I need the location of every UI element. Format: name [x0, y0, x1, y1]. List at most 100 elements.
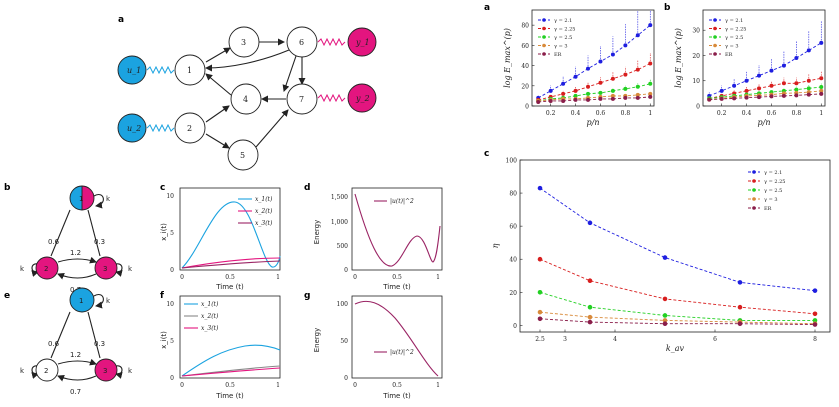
node-e-3-label: 3 — [103, 367, 107, 375]
right_c-xtick-label: 6 — [713, 336, 717, 343]
right_a-xtick-label: 0.2 — [546, 110, 556, 117]
input-node-u1 — [117, 55, 147, 85]
right_a-data-point — [573, 93, 578, 98]
plot-d-ytick-1500: 1,500 — [331, 194, 348, 201]
plot-g-ytick-50: 50 — [340, 338, 348, 345]
plot-c-xtick-0: 0 — [180, 274, 184, 281]
plot-f-ytick-5: 5 — [170, 338, 174, 345]
right_a-data-point — [623, 86, 628, 91]
right_c-data-point — [537, 316, 543, 322]
self-loop-b-3-k: k — [128, 265, 133, 273]
right_b-xtick-label: 1 — [819, 110, 823, 117]
node-7-label: 7 — [299, 95, 304, 104]
right_b-series-line — [709, 90, 822, 101]
right_a-ytick-label: 60 — [521, 43, 529, 50]
plot-c-frame — [179, 187, 281, 271]
right_b-data-point — [781, 93, 786, 98]
plot-c-ylabel: x_i(t) — [160, 223, 168, 241]
right_a-data-point — [598, 90, 603, 95]
right_c-ytick-label: 100 — [506, 158, 518, 165]
right_c-data-point — [587, 278, 593, 284]
edge-b-2-3 — [57, 256, 97, 264]
input-link-u2 — [146, 123, 175, 133]
panel-label-a: a — [118, 15, 124, 25]
plot-d-curve-energy — [354, 193, 441, 267]
self-loop-e-1-k: k — [106, 297, 111, 305]
right_c-data-point — [737, 304, 743, 310]
weight-e-0-6: 0.6 — [48, 340, 60, 348]
node-5 — [227, 139, 259, 171]
right_b-legend-marker — [713, 18, 717, 22]
right_a-data-point — [598, 59, 603, 64]
plot-g-xlabel: Time (t) — [382, 392, 411, 400]
node-e-1-label: 1 — [79, 297, 83, 305]
right_a-data-point — [623, 72, 628, 77]
plot-g-curve-energy — [354, 300, 439, 377]
output-node-y2-label: y_2 — [355, 94, 370, 103]
right_a-data-point — [610, 76, 615, 81]
right_a-xlabel: p/n — [587, 118, 600, 127]
right_b-ylabel: log E_max^(p) — [674, 28, 683, 88]
chart-right-c: 0 20 40 60 80 100 2.5 3 4 6 8 k_av η γ = 2.1 γ = 2.25 γ… — [491, 158, 831, 353]
right_a-data-point — [598, 80, 603, 85]
right_c-data-point — [812, 288, 818, 293]
node-2-label: 2 — [187, 124, 192, 133]
edge-e-3-2 — [57, 374, 97, 382]
node-b-1-left — [70, 186, 82, 210]
plot-d-legend: |u(t)|^2 — [390, 198, 414, 205]
right_b-data-point — [744, 95, 749, 100]
weight-b-0-3: 0.3 — [94, 238, 105, 246]
output-link-y1 — [317, 37, 346, 47]
panel-label-c: c — [160, 183, 165, 193]
right_a-ytick-label: 80 — [521, 23, 529, 30]
node-b-3-label: 3 — [103, 265, 107, 273]
plot-c-ytick-5: 5 — [170, 230, 174, 237]
plot-c-xtick-1: 1 — [276, 274, 280, 281]
edge-e-2-3 — [57, 358, 97, 366]
right_b-legend-label: γ = 2.1 — [725, 18, 743, 24]
right_c-data-point — [812, 322, 818, 327]
plot-f-curve-x1 — [181, 344, 281, 377]
right_b-legend-label: ER — [725, 52, 733, 58]
right_a-series-line — [538, 83, 651, 102]
right_a-xtick-label: 0.4 — [571, 110, 581, 117]
right_a-data-point — [635, 95, 640, 100]
right_b-ytick-label: 0 — [696, 104, 700, 111]
right_b-ytick-label: 20 — [692, 53, 700, 60]
right_b-data-point — [744, 78, 749, 83]
right_b-data-point — [781, 63, 786, 68]
right_c-xtick-label: 4 — [613, 336, 617, 343]
right_c-series-line — [539, 318, 816, 326]
right_a-legend-marker — [542, 18, 546, 22]
self-loop-e-2-k: k — [20, 367, 25, 375]
right_a-data-point — [610, 52, 615, 57]
right_c-legend-label: ER — [764, 206, 772, 212]
right_b-xtick-label: 0.6 — [767, 110, 777, 117]
mini-network-e: e 1 2 3 0.6 0.3 1.2 0.7 k k k — [4, 287, 133, 396]
right_b-xtick-label: 0.2 — [717, 110, 727, 117]
right_c-legend-marker — [752, 206, 756, 210]
plot-c: c 0 5 10 0 0.5 1 Time (t) x_i(t) x_1(t) … — [160, 183, 281, 291]
mini-network-b: b 1 2 3 0.6 0.3 1.2 0.7 k k k — [4, 183, 133, 294]
right_c-ylabel: η — [491, 243, 500, 248]
panel-label-d: d — [304, 183, 310, 193]
right_a-data-point — [648, 81, 653, 86]
right_c-data-point — [812, 311, 818, 317]
node-3 — [228, 26, 260, 58]
chart-right-a: 0 20 40 60 80 0.2 0.4 0.6 0.8 1 p/n log E_max^(p) γ … — [503, 9, 655, 127]
right_c-xtick-label: 3 — [563, 336, 567, 343]
right_c-data-point — [587, 314, 593, 320]
right_c-data-point — [662, 321, 668, 327]
right_a-data-point — [648, 91, 653, 96]
right_c-ytick-label: 0 — [513, 323, 517, 330]
right_b-ytick-label: 10 — [692, 78, 700, 85]
right_c-legend-marker — [752, 197, 756, 201]
right_a-series-line — [538, 96, 651, 103]
right_b-legend-marker — [713, 43, 717, 48]
edge-4-1 — [205, 73, 232, 96]
right_a-series-line — [538, 93, 651, 102]
weight-e-0-3: 0.3 — [94, 340, 105, 348]
edge-b-1-3 — [87, 209, 101, 257]
edge-b-3-2 — [57, 272, 97, 280]
plot-g-ylabel: Energy — [313, 328, 321, 353]
